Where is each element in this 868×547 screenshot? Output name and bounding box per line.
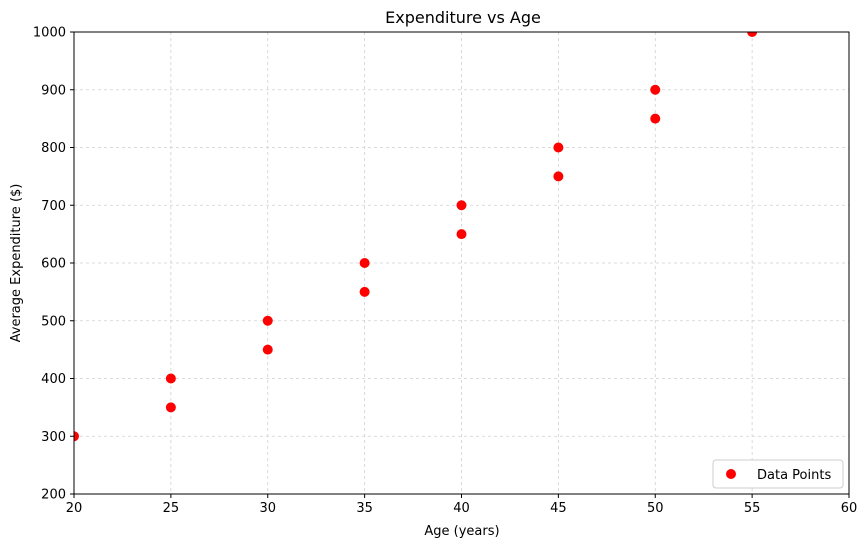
- x-tick-label: 25: [163, 501, 180, 516]
- y-tick-label: 200: [41, 488, 66, 503]
- data-point: [553, 171, 564, 182]
- legend-label: Data Points: [757, 468, 831, 483]
- grid: [73, 31, 850, 495]
- y-tick-label: 300: [41, 430, 66, 445]
- x-tick-label: 20: [66, 501, 83, 516]
- legend-box: [712, 459, 844, 489]
- data-points: [74, 32, 758, 442]
- y-tick-label: 500: [41, 314, 66, 329]
- data-point: [359, 286, 370, 297]
- y-tick-label: 600: [41, 257, 66, 272]
- chart-title: Expenditure vs Age: [385, 8, 541, 27]
- data-point: [165, 402, 176, 413]
- data-point: [74, 431, 79, 442]
- x-tick-label: 30: [259, 501, 276, 516]
- data-point: [747, 32, 758, 37]
- x-tick-label: 40: [453, 501, 470, 516]
- y-tick-label: 700: [41, 199, 66, 214]
- x-tick-label: 45: [550, 501, 567, 516]
- data-point: [165, 373, 176, 384]
- x-tick-label: 50: [647, 501, 664, 516]
- data-point: [650, 113, 661, 124]
- y-tick-label: 1000: [33, 26, 66, 41]
- data-point: [262, 344, 273, 355]
- x-tick-label: 55: [744, 501, 761, 516]
- x-tick-label: 60: [841, 501, 858, 516]
- legend: Data Points: [712, 459, 844, 489]
- y-tick-label: 400: [41, 372, 66, 387]
- data-point: [650, 84, 661, 95]
- data-point: [262, 315, 273, 326]
- data-point: [553, 142, 564, 153]
- data-point: [456, 229, 467, 240]
- y-tick-label: 800: [41, 141, 66, 156]
- data-point: [456, 200, 467, 211]
- legend-marker: [726, 469, 736, 479]
- x-axis-title: Age (years): [424, 524, 499, 539]
- axis-ticks: 20 25 30 35 40 45 50 55 60 200 300 400 500 600 700 800 9…: [33, 26, 857, 517]
- y-axis-title: Average Expenditure ($): [9, 184, 24, 343]
- y-tick-label: 900: [41, 83, 66, 98]
- data-point: [359, 258, 370, 268]
- x-tick-label: 35: [356, 501, 373, 516]
